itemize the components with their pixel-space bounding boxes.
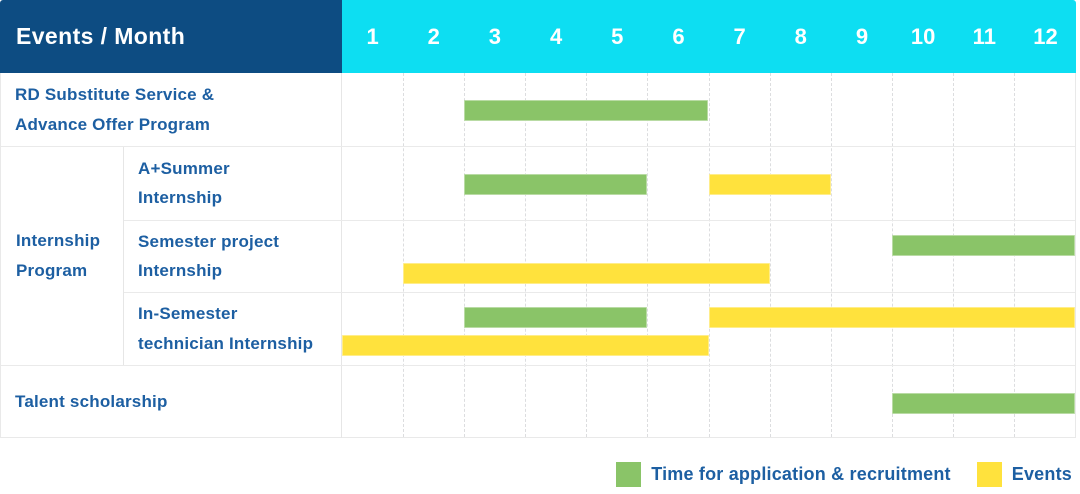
table-row: Talent scholarship [1, 365, 1075, 438]
row-label: Talent scholarship [15, 392, 168, 412]
row-label: Semester project Internship [138, 231, 280, 281]
table-body: RD Substitute Service & Advance Offer Pro… [0, 73, 1076, 438]
legend-label-application: Time for application & recruitment [651, 463, 951, 484]
legend-swatch-events [976, 461, 1002, 487]
group-label-cell: Internship Program [1, 147, 124, 365]
row-label: In-Semester technician Internship [138, 304, 314, 354]
legend-swatch-application [616, 461, 642, 487]
gantt-bar-application [891, 393, 1075, 414]
month-label: 10 [910, 23, 936, 49]
gantt-bar-events [708, 174, 831, 195]
internship-program-group: Internship Program A+Summer Internship Sem… [1, 146, 1075, 365]
month-label: 3 [488, 23, 502, 49]
row-chart-cell [342, 293, 1075, 365]
header-title: Events / Month [16, 23, 186, 49]
row-label-cell: Semester project Internship [124, 220, 342, 293]
month-label: 8 [794, 23, 807, 49]
row-chart-cell [342, 73, 1075, 146]
gantt-bar-application [464, 100, 709, 121]
month-label: 12 [1033, 23, 1058, 49]
row-label: RD Substitute Service & Advance Offer Pro… [15, 84, 215, 134]
month-label: 1 [366, 23, 379, 49]
month-label: 2 [427, 23, 440, 49]
legend: Time for application & recruitment Event… [0, 438, 1080, 494]
row-label-cell: In-Semester technician Internship [124, 293, 342, 365]
table-row: A+Summer Internship [124, 147, 1075, 220]
legend-item-application: Time for application & recruitment [616, 461, 951, 487]
month-label: 6 [672, 23, 685, 49]
month-label: 7 [733, 23, 746, 49]
table-header-row: Events / Month 1 2 3 4 5 6 7 8 9 10 11 12 [0, 0, 1076, 73]
group-subrows: A+Summer Internship Semester project Inter… [124, 147, 1075, 365]
gantt-bar-events [708, 307, 1075, 329]
row-chart-cell [342, 366, 1075, 438]
gantt-bar-application [464, 174, 648, 195]
row-label-cell: Talent scholarship [1, 366, 342, 438]
row-label: A+Summer Internship [138, 158, 230, 208]
month-label: 11 [972, 23, 996, 49]
month-label: 5 [611, 23, 624, 49]
month-label: 9 [855, 23, 869, 49]
legend-item-events: Events [976, 461, 1072, 487]
schedule-table: Events / Month 1 2 3 4 5 6 7 8 9 10 11 12 RD Substi… [0, 0, 1076, 438]
header-title-cell: Events / Month [0, 0, 342, 73]
gantt-bar-application [891, 234, 1075, 256]
month-label: 4 [549, 23, 563, 49]
row-chart-cell [342, 221, 1075, 293]
legend-label-events: Events [1011, 463, 1072, 484]
table-row: In-Semester technician Internship [124, 292, 1075, 365]
table-row: RD Substitute Service & Advance Offer Pro… [1, 73, 1075, 146]
row-label-cell: RD Substitute Service & Advance Offer Pro… [1, 73, 342, 146]
row-chart-cell [342, 147, 1075, 220]
gantt-bar-events [342, 335, 709, 357]
table-row: Semester project Internship [124, 219, 1075, 293]
gantt-bar-application [464, 307, 648, 329]
group-label: Internship Program [16, 231, 101, 280]
gantt-bar-events [403, 262, 770, 284]
row-label-cell: A+Summer Internship [124, 147, 342, 220]
month-header: 1 2 3 4 5 6 7 8 9 10 11 12 [342, 0, 1076, 73]
